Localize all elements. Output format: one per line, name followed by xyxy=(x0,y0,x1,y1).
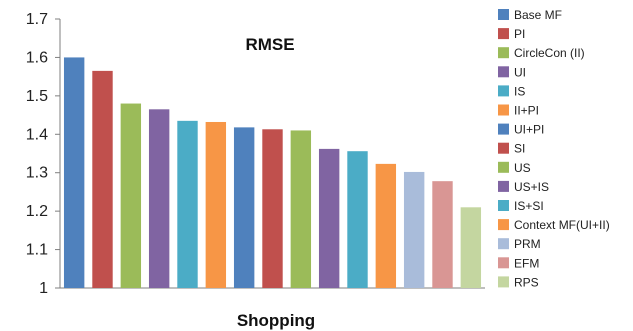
bar xyxy=(432,181,453,288)
bar xyxy=(460,207,482,288)
legend-swatch xyxy=(498,142,509,154)
chart-title: RMSE xyxy=(245,35,294,54)
legend-label: SI xyxy=(514,142,525,156)
legend-swatch xyxy=(498,104,509,116)
legend-label: EFM xyxy=(514,256,539,270)
y-tick-label: 1.7 xyxy=(26,11,48,28)
y-tick-label: 1 xyxy=(39,280,48,297)
y-tick-label: 1.5 xyxy=(26,88,48,105)
legend-label: CircleCon (II) xyxy=(514,46,585,60)
y-tick-label: 1.1 xyxy=(26,242,48,259)
y-tick-label: 1.3 xyxy=(26,165,48,182)
legend-swatch xyxy=(498,9,509,20)
legend-swatch xyxy=(498,180,509,192)
legend-label: US xyxy=(514,161,531,175)
legend-label: PI xyxy=(514,27,525,41)
bar xyxy=(262,129,283,288)
legend-swatch xyxy=(498,161,509,173)
y-tick-label: 1.2 xyxy=(26,203,48,220)
legend-swatch xyxy=(498,200,509,211)
x-axis-label: Shopping xyxy=(237,311,315,330)
legend-label: IS xyxy=(514,84,525,98)
bar xyxy=(233,127,255,289)
legend-swatch xyxy=(498,28,509,40)
legend-label: RPS xyxy=(514,275,539,289)
legend-swatch xyxy=(498,276,509,288)
legend: Base MF PI CircleCon (II) UI IS II+PI UI+PI SI U… xyxy=(498,8,610,289)
legend-swatch xyxy=(498,66,509,78)
bar xyxy=(403,171,425,288)
legend-label: UI+PI xyxy=(514,123,544,137)
legend-swatch xyxy=(498,85,509,97)
legend-label: II+PI xyxy=(514,104,539,118)
y-tick-label: 1.4 xyxy=(26,126,48,143)
legend-swatch xyxy=(498,123,509,135)
legend-label: US+IS xyxy=(514,180,549,194)
bar xyxy=(177,120,198,288)
bar xyxy=(120,103,142,289)
legend-swatch xyxy=(498,219,509,231)
legend-swatch xyxy=(498,257,509,269)
legend-label: PRM xyxy=(514,237,541,251)
y-tick-label: 1.6 xyxy=(26,49,48,66)
legend-label: Context MF(UI+II) xyxy=(514,218,610,232)
bar xyxy=(375,163,397,288)
bar xyxy=(205,121,227,288)
legend-label: UI xyxy=(514,65,526,79)
bar xyxy=(148,109,170,288)
bar xyxy=(290,130,312,288)
legend-swatch xyxy=(498,47,509,59)
legend-swatch xyxy=(498,238,509,250)
bar xyxy=(347,151,368,288)
bar xyxy=(63,57,85,288)
bars xyxy=(63,57,482,289)
legend-label: Base MF xyxy=(514,8,562,22)
y-ticks: 1 1.1 1.2 1.3 1.4 1.5 1.6 1.7 xyxy=(26,11,60,297)
bar xyxy=(92,70,113,288)
legend-label: IS+SI xyxy=(514,199,544,213)
bar xyxy=(318,148,340,288)
